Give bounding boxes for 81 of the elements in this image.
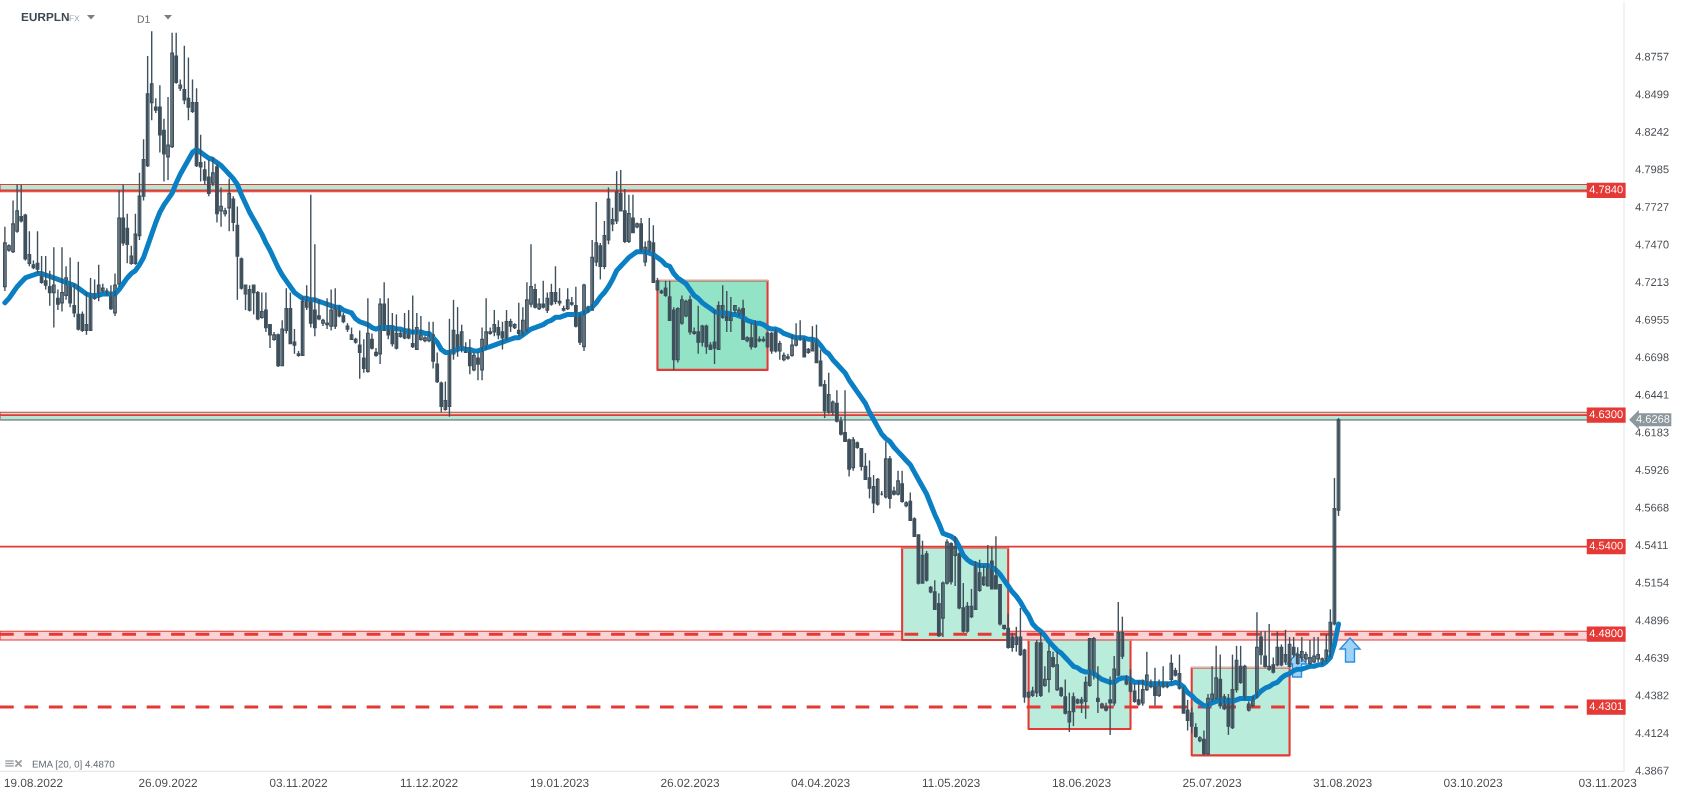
x-tick-label: 03.10.2023	[1444, 778, 1503, 788]
y-tick-label: 4.6955	[1635, 315, 1669, 324]
y-tick-label: 4.7985	[1635, 165, 1669, 174]
candlestick	[51, 246, 56, 329]
candlestick	[1169, 653, 1174, 684]
candlestick	[1189, 706, 1194, 735]
candlestick	[1255, 611, 1259, 700]
candlestick	[826, 372, 831, 415]
candlestick	[394, 313, 399, 351]
ref-line-label: 4.4301	[1589, 702, 1623, 710]
y-tick-label: 4.5668	[1635, 503, 1669, 512]
ref-line-label: 4.6300	[1589, 410, 1623, 419]
text: FX	[69, 15, 80, 22]
candlestick	[247, 284, 252, 313]
x-tick-label: 31.08.2023	[1313, 778, 1372, 788]
candlestick	[3, 226, 7, 292]
x-tick-label: 11.05.2023	[922, 778, 980, 788]
x-tick-label: 19.08.2022	[4, 778, 63, 788]
candlestick	[985, 544, 990, 587]
x-tick-label: 03.11.2022	[269, 778, 328, 788]
annotation: EMA [20, 0] 4.4870	[32, 760, 115, 770]
ref-line-label: 4.7840	[1589, 185, 1623, 194]
candlestick	[96, 264, 101, 302]
candlestick	[1047, 643, 1051, 694]
x-tick-label: 26.02.2023	[661, 778, 720, 788]
candlestick	[402, 312, 407, 340]
y-tick-label: 4.8757	[1635, 52, 1669, 61]
candlestick	[1014, 626, 1019, 653]
y-tick-label: 4.5926	[1635, 466, 1669, 474]
y-tick-label: 4.7470	[1635, 240, 1669, 249]
candlestick	[88, 277, 93, 332]
candlestick	[626, 194, 631, 244]
y-tick-label: 4.8499	[1635, 90, 1669, 99]
x-tick-label: 25.07.2023	[1183, 778, 1242, 788]
annotation: D1	[137, 15, 150, 23]
candlestick	[451, 299, 456, 361]
candlestick	[504, 309, 509, 342]
y-tick-label: 4.5154	[1635, 578, 1669, 587]
candlestick	[1250, 694, 1255, 708]
y-tick-label: 4.8242	[1635, 127, 1669, 136]
candlestick	[1287, 636, 1292, 669]
candlestick	[753, 319, 758, 349]
candlestick	[582, 283, 586, 352]
y-tick-label: 4.6698	[1635, 353, 1669, 362]
candlestick	[875, 477, 880, 507]
candlestick	[590, 239, 595, 311]
y-tick-label: 4.7213	[1635, 278, 1669, 287]
y-tick-label: 4.4382	[1635, 691, 1669, 700]
y-tick-label: 4.7727	[1635, 203, 1669, 211]
ref-line-label: 4.4800	[1589, 629, 1623, 638]
x-tick-label: 03.11.2023	[1579, 778, 1637, 788]
candlestick	[1177, 653, 1182, 691]
candlestick	[414, 312, 419, 351]
x-tick-label: 19.01.2023	[530, 778, 589, 788]
x-tick-label: 26.09.2022	[139, 778, 197, 788]
y-tick-label: 4.5411	[1635, 541, 1668, 550]
candlestick	[459, 323, 464, 354]
ref-line-label: 4.6268	[1636, 414, 1670, 423]
y-tick-label: 4.4896	[1635, 616, 1669, 625]
x-tick-label: 11.12.2022	[400, 778, 458, 788]
text: EURPLN	[21, 12, 69, 22]
y-tick-label: 4.4639	[1635, 653, 1669, 662]
y-tick-label: 4.3867	[1635, 766, 1669, 775]
candlestick	[329, 288, 334, 332]
ref-line-label: 4.5400	[1589, 541, 1623, 550]
candlestick	[614, 170, 619, 225]
candlestick	[1283, 629, 1288, 666]
candlestick	[447, 318, 452, 418]
candlestick	[492, 309, 497, 338]
x-tick-label: 04.04.2023	[791, 778, 850, 788]
candlestick	[565, 287, 570, 311]
candlestick	[1136, 680, 1141, 707]
candlestick	[1242, 664, 1247, 701]
x-tick-label: 18.06.2023	[1052, 778, 1111, 788]
y-tick-label: 4.6441	[1635, 390, 1669, 399]
y-tick-label: 4.4124	[1635, 729, 1669, 737]
candlestick	[365, 297, 370, 374]
candlestick	[1230, 653, 1235, 730]
candlestick	[60, 246, 64, 313]
candlestick	[227, 177, 232, 232]
y-tick-label: 4.6183	[1635, 428, 1669, 437]
